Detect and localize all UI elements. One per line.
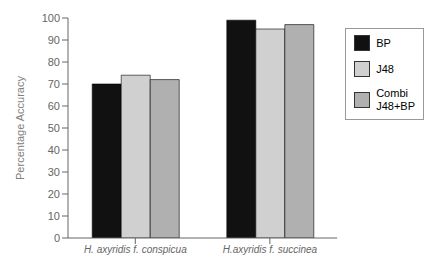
svg-text:0: 0 — [54, 232, 60, 244]
svg-text:100: 100 — [42, 12, 60, 24]
svg-text:40: 40 — [48, 144, 60, 156]
svg-text:60: 60 — [48, 100, 60, 112]
svg-text:80: 80 — [48, 56, 60, 68]
svg-text:Percentage Accuracy: Percentage Accuracy — [14, 76, 26, 180]
html-text:Combi J48+BP: Combi J48+BP — [376, 87, 415, 112]
html-text:J48: J48 — [376, 62, 394, 75]
svg-text:H.axyridis f. succinea: H.axyridis f. succinea — [223, 244, 318, 255]
svg-text:90: 90 — [48, 34, 60, 46]
svg-text:50: 50 — [48, 122, 60, 134]
svg-text:10: 10 — [48, 210, 60, 222]
html-text:BP: BP — [376, 36, 391, 49]
svg-text:H. axyridis f. conspicua: H. axyridis f. conspicua — [84, 244, 187, 255]
svg-text:70: 70 — [48, 78, 60, 90]
svg-text:30: 30 — [48, 166, 60, 178]
svg-text:20: 20 — [48, 188, 60, 200]
